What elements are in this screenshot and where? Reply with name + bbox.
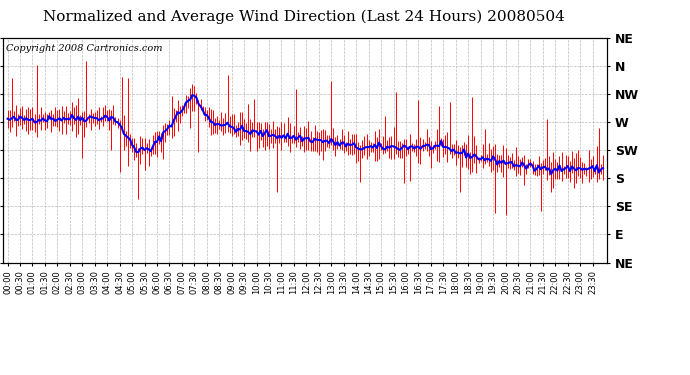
Text: Normalized and Average Wind Direction (Last 24 Hours) 20080504: Normalized and Average Wind Direction (L…	[43, 9, 564, 24]
Text: Copyright 2008 Cartronics.com: Copyright 2008 Cartronics.com	[6, 44, 163, 53]
